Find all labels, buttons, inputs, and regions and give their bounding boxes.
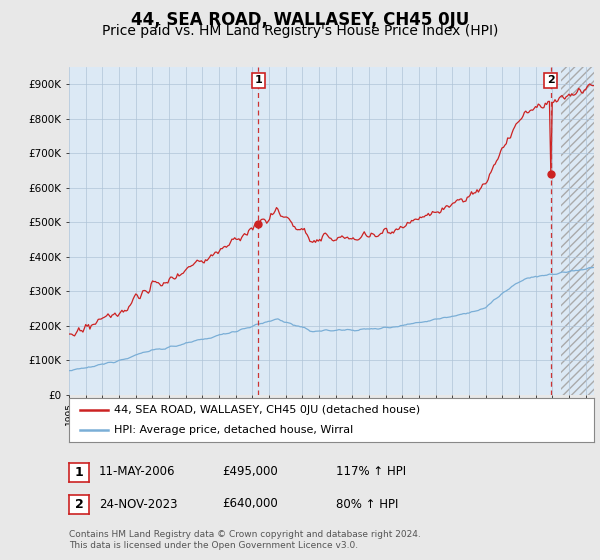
- Text: 44, SEA ROAD, WALLASEY, CH45 0JU: 44, SEA ROAD, WALLASEY, CH45 0JU: [131, 11, 469, 29]
- Text: HPI: Average price, detached house, Wirral: HPI: Average price, detached house, Wirr…: [113, 425, 353, 435]
- Text: Price paid vs. HM Land Registry's House Price Index (HPI): Price paid vs. HM Land Registry's House …: [102, 24, 498, 38]
- Text: 1: 1: [254, 76, 262, 85]
- Text: Contains HM Land Registry data © Crown copyright and database right 2024.: Contains HM Land Registry data © Crown c…: [69, 530, 421, 539]
- Text: 11-MAY-2006: 11-MAY-2006: [99, 465, 176, 478]
- Text: 24-NOV-2023: 24-NOV-2023: [99, 497, 178, 511]
- Text: 1: 1: [74, 465, 83, 479]
- Text: 117% ↑ HPI: 117% ↑ HPI: [336, 465, 406, 478]
- Text: This data is licensed under the Open Government Licence v3.0.: This data is licensed under the Open Gov…: [69, 541, 358, 550]
- Text: 80% ↑ HPI: 80% ↑ HPI: [336, 497, 398, 511]
- Text: £495,000: £495,000: [222, 465, 278, 478]
- Text: 44, SEA ROAD, WALLASEY, CH45 0JU (detached house): 44, SEA ROAD, WALLASEY, CH45 0JU (detach…: [113, 405, 420, 415]
- Text: £640,000: £640,000: [222, 497, 278, 511]
- Text: 2: 2: [547, 76, 554, 85]
- Text: 2: 2: [74, 498, 83, 511]
